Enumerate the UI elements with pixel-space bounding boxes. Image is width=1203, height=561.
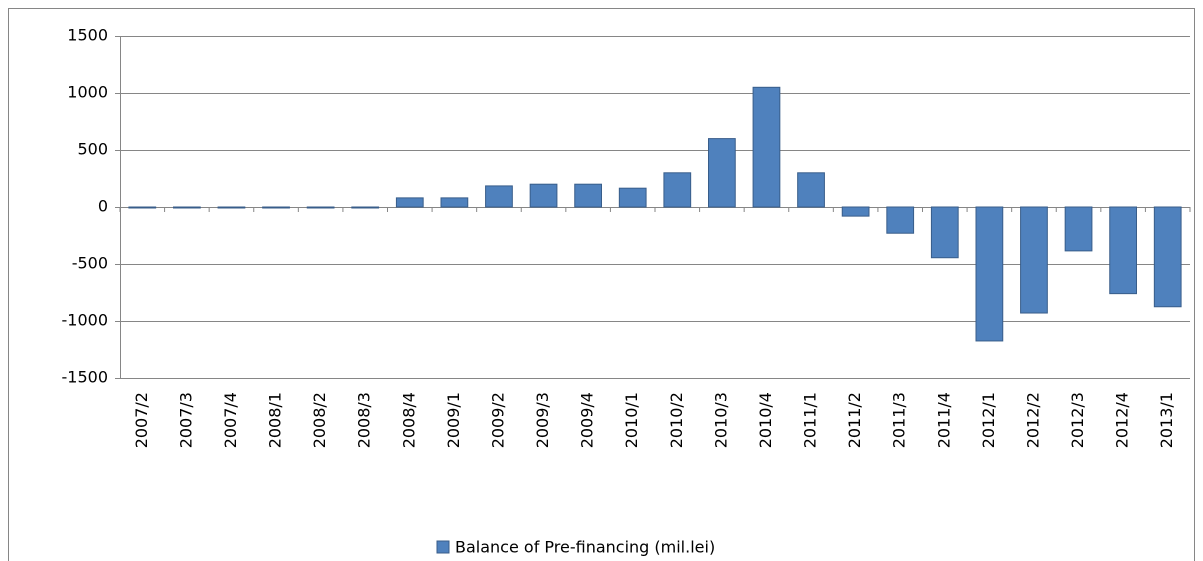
legend-label: Balance of Pre-financing (mil.lei) (455, 538, 715, 557)
x-tick-label: 2009/2 (488, 392, 507, 448)
bar (930, 206, 959, 259)
x-tick-label: 2010/3 (711, 392, 730, 448)
x-tick-label: 2010/1 (622, 392, 641, 448)
x-tick-label: 2009/1 (444, 392, 463, 448)
y-tick-label: 1000 (67, 83, 108, 102)
bar (574, 183, 602, 208)
bar (663, 172, 692, 208)
bar (841, 206, 870, 217)
bar (485, 185, 513, 208)
x-tick-label: 2011/1 (801, 392, 820, 448)
x-tick-label: 2008/2 (310, 392, 329, 448)
x-tick-label: 2010/2 (667, 392, 686, 448)
bar (529, 183, 558, 208)
x-tick-label: 2008/3 (355, 392, 374, 448)
bar (1020, 206, 1048, 314)
bar (395, 197, 424, 208)
bar (1109, 206, 1137, 295)
x-tick-label: 2007/2 (132, 392, 151, 448)
bar (886, 206, 915, 234)
bar (1153, 206, 1182, 308)
bar (128, 206, 157, 209)
x-tick-label: 2009/3 (533, 392, 552, 448)
x-tick-label: 2012/2 (1023, 392, 1042, 448)
chart-border (8, 8, 1195, 561)
x-tick-label: 2011/3 (890, 392, 909, 448)
bar (262, 206, 290, 209)
x-tick-label: 2007/4 (221, 392, 240, 448)
x-tick-label: 2008/4 (399, 392, 418, 448)
bar (440, 197, 469, 208)
y-tick-label: -500 (72, 254, 108, 273)
x-tick-label: 2007/3 (176, 392, 195, 448)
x-tick-label: 2009/4 (578, 392, 597, 448)
x-tick-label: 2013/1 (1157, 392, 1176, 448)
bar (1064, 206, 1093, 252)
x-tick-label: 2012/1 (979, 392, 998, 448)
bar (217, 206, 246, 209)
x-tick-label: 2010/4 (756, 392, 775, 448)
bar (618, 187, 647, 208)
bar (306, 206, 335, 209)
bar (752, 86, 781, 208)
x-tick-label: 2011/2 (845, 392, 864, 448)
bar (975, 206, 1004, 342)
bar (351, 206, 380, 209)
bar (708, 138, 736, 208)
legend-swatch (436, 540, 450, 554)
x-tick-label: 2008/1 (266, 392, 285, 448)
y-tick-label: 500 (77, 140, 108, 159)
y-tick-label: 1500 (67, 26, 108, 45)
y-tick-label: -1500 (62, 368, 109, 387)
bar (173, 206, 201, 209)
x-tick-label: 2012/4 (1113, 392, 1132, 448)
y-tick-label: -1000 (62, 311, 109, 330)
x-tick-label: 2012/3 (1068, 392, 1087, 448)
y-tick-label: 0 (98, 197, 108, 216)
x-tick-label: 2011/4 (934, 392, 953, 448)
bar (797, 172, 825, 208)
